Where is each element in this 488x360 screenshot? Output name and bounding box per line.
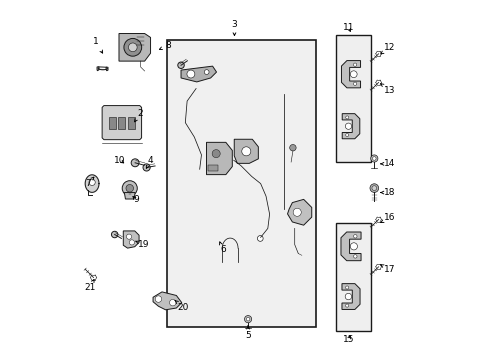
Circle shape <box>111 231 118 238</box>
Circle shape <box>244 316 251 323</box>
Text: 4: 4 <box>146 156 153 168</box>
Text: 14: 14 <box>380 159 395 168</box>
Circle shape <box>155 296 162 302</box>
Circle shape <box>370 155 377 162</box>
Circle shape <box>169 300 176 306</box>
Polygon shape <box>106 67 108 71</box>
Text: 19: 19 <box>135 240 149 249</box>
Bar <box>109 117 116 129</box>
Circle shape <box>372 157 375 160</box>
Polygon shape <box>342 114 359 139</box>
Circle shape <box>371 186 376 190</box>
Polygon shape <box>123 231 139 248</box>
Text: 17: 17 <box>380 265 395 274</box>
Text: 9: 9 <box>133 195 139 204</box>
Circle shape <box>345 304 348 307</box>
Circle shape <box>345 116 348 119</box>
Circle shape <box>123 39 142 56</box>
Polygon shape <box>287 199 311 225</box>
Polygon shape <box>102 105 142 140</box>
Circle shape <box>353 255 356 258</box>
Text: 2: 2 <box>134 109 142 122</box>
Bar <box>208 165 217 171</box>
Text: 6: 6 <box>219 242 225 255</box>
Circle shape <box>204 70 208 75</box>
Circle shape <box>122 181 137 196</box>
Circle shape <box>241 147 250 156</box>
Circle shape <box>186 70 194 78</box>
Circle shape <box>289 144 296 151</box>
Polygon shape <box>341 60 360 88</box>
Polygon shape <box>340 232 360 261</box>
Circle shape <box>349 243 357 250</box>
Circle shape <box>369 184 378 193</box>
Polygon shape <box>341 284 359 310</box>
Text: 12: 12 <box>380 43 395 54</box>
Bar <box>127 117 135 129</box>
Circle shape <box>129 240 134 245</box>
Bar <box>118 117 125 129</box>
Circle shape <box>142 164 150 171</box>
Circle shape <box>246 318 249 321</box>
Text: 5: 5 <box>244 326 250 341</box>
Circle shape <box>353 82 356 85</box>
Polygon shape <box>124 193 135 199</box>
Circle shape <box>345 134 348 136</box>
Bar <box>335 223 370 330</box>
Circle shape <box>345 123 351 129</box>
Text: 18: 18 <box>380 188 395 197</box>
Circle shape <box>293 208 301 216</box>
Text: 8: 8 <box>159 41 171 50</box>
Text: 7: 7 <box>85 177 94 188</box>
Circle shape <box>126 234 131 239</box>
Circle shape <box>257 235 263 241</box>
Polygon shape <box>181 66 216 82</box>
Polygon shape <box>119 33 150 61</box>
Circle shape <box>353 63 356 66</box>
Text: 13: 13 <box>380 84 395 95</box>
Circle shape <box>212 150 220 158</box>
Text: 11: 11 <box>342 23 353 32</box>
Circle shape <box>89 179 95 185</box>
Text: 20: 20 <box>175 301 189 312</box>
Text: 16: 16 <box>380 213 395 222</box>
Circle shape <box>349 71 356 78</box>
Circle shape <box>345 286 348 289</box>
Circle shape <box>353 235 356 238</box>
Text: 1: 1 <box>93 37 102 53</box>
Circle shape <box>131 159 139 167</box>
Text: 10: 10 <box>114 156 125 165</box>
Text: 3: 3 <box>231 19 237 36</box>
Circle shape <box>126 184 133 192</box>
Polygon shape <box>206 142 232 175</box>
Bar <box>167 40 316 327</box>
Circle shape <box>345 293 351 300</box>
Polygon shape <box>234 139 258 163</box>
Text: 15: 15 <box>342 335 353 344</box>
Polygon shape <box>153 292 182 310</box>
Circle shape <box>178 62 184 68</box>
Text: 21: 21 <box>84 279 95 292</box>
Polygon shape <box>85 175 99 192</box>
Polygon shape <box>97 67 99 71</box>
Circle shape <box>128 43 137 51</box>
Bar <box>335 35 370 162</box>
